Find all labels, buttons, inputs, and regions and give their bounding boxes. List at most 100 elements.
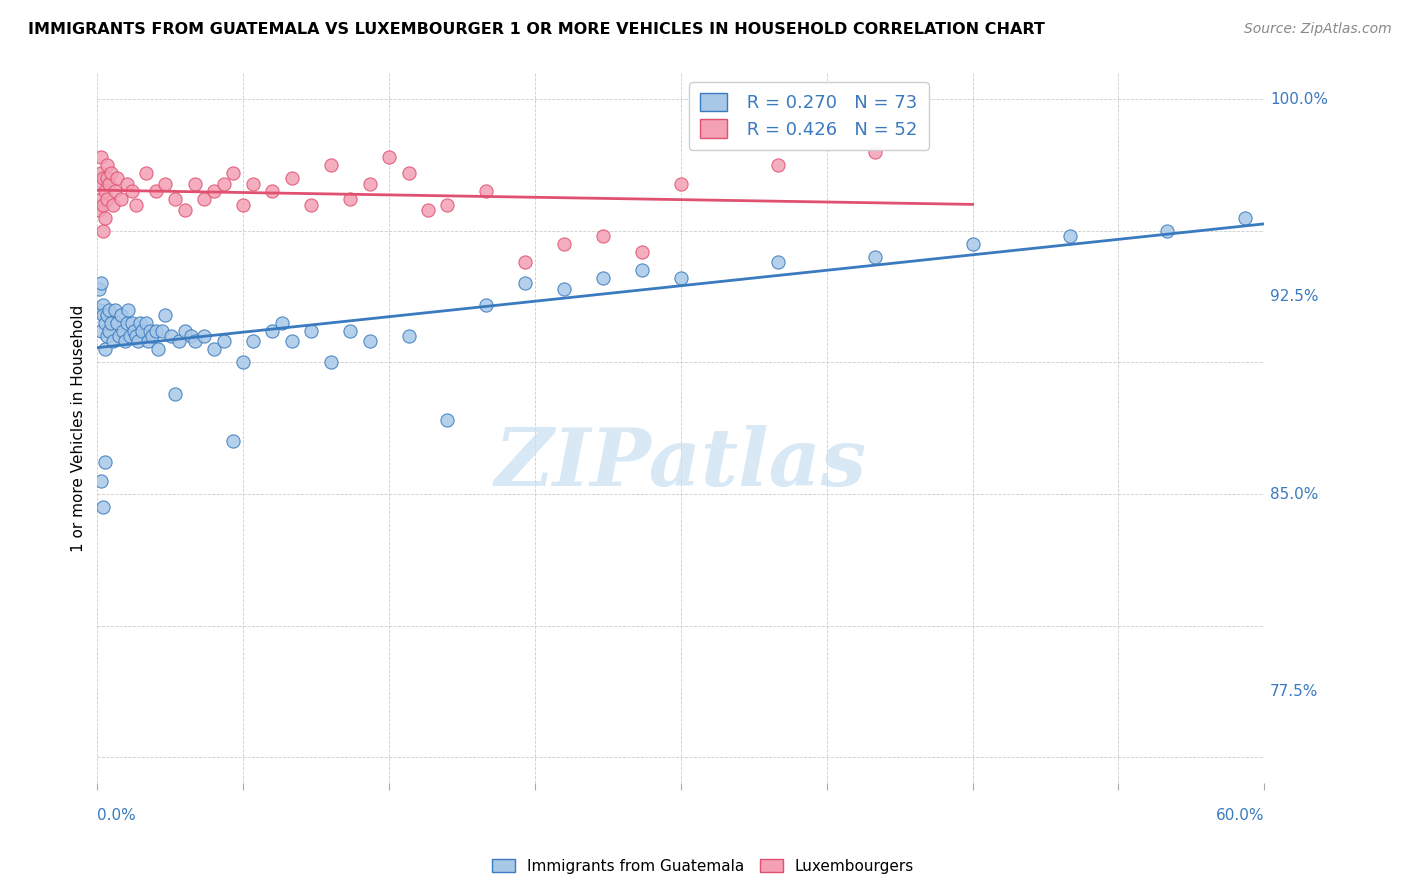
Point xyxy=(150,324,173,338)
Point xyxy=(100,166,122,180)
Point xyxy=(121,316,143,330)
Point xyxy=(90,166,112,180)
Point xyxy=(115,316,138,330)
Point xyxy=(135,166,157,180)
Text: 0.0%: 0.0% xyxy=(97,808,136,823)
Point xyxy=(242,334,264,349)
Point xyxy=(398,166,420,180)
Point xyxy=(193,192,215,206)
Text: 85.0%: 85.0% xyxy=(1270,486,1319,501)
Point xyxy=(107,329,129,343)
Point xyxy=(100,316,122,330)
Point xyxy=(183,177,205,191)
Point xyxy=(766,255,789,269)
Point xyxy=(193,329,215,343)
Point xyxy=(136,334,159,349)
Point xyxy=(319,158,342,172)
Point xyxy=(669,177,692,191)
Text: ZIPatlas: ZIPatlas xyxy=(495,425,868,502)
Point xyxy=(592,271,614,285)
Point xyxy=(114,334,136,349)
Point xyxy=(359,177,381,191)
Point xyxy=(96,171,118,186)
Point xyxy=(475,297,498,311)
Point xyxy=(105,316,128,330)
Legend: Immigrants from Guatemala, Luxembourgers: Immigrants from Guatemala, Luxembourgers xyxy=(486,853,920,880)
Point xyxy=(94,211,117,225)
Point xyxy=(222,434,245,449)
Point xyxy=(125,329,148,343)
Point xyxy=(202,185,225,199)
Point xyxy=(141,329,163,343)
Point xyxy=(96,192,118,206)
Point xyxy=(89,282,111,296)
Point xyxy=(89,202,111,217)
Point xyxy=(299,197,322,211)
Point xyxy=(475,185,498,199)
Text: 77.5%: 77.5% xyxy=(1270,684,1319,698)
Point xyxy=(180,329,202,343)
Y-axis label: 1 or more Vehicles in Household: 1 or more Vehicles in Household xyxy=(72,304,86,552)
Point xyxy=(96,329,118,343)
Point xyxy=(436,197,458,211)
Point xyxy=(91,224,114,238)
Point xyxy=(281,171,304,186)
Point xyxy=(135,316,157,330)
Point xyxy=(515,255,537,269)
Point xyxy=(104,185,127,199)
Point xyxy=(94,455,117,469)
Point xyxy=(91,197,114,211)
Point xyxy=(222,166,245,180)
Point xyxy=(669,271,692,285)
Point xyxy=(91,171,114,186)
Point xyxy=(165,192,187,206)
Point xyxy=(299,324,322,338)
Legend:  R = 0.270   N = 73,  R = 0.426   N = 52: R = 0.270 N = 73, R = 0.426 N = 52 xyxy=(689,82,928,150)
Point xyxy=(90,474,112,488)
Point xyxy=(242,177,264,191)
Point xyxy=(232,197,254,211)
Point xyxy=(145,185,167,199)
Point xyxy=(146,343,169,357)
Point xyxy=(160,329,183,343)
Point xyxy=(98,324,121,338)
Point xyxy=(631,244,654,259)
Point xyxy=(416,202,439,217)
Point xyxy=(127,334,149,349)
Point xyxy=(167,334,190,349)
Point xyxy=(129,316,152,330)
Point xyxy=(339,324,361,338)
Point xyxy=(125,197,148,211)
Point xyxy=(281,334,304,349)
Point xyxy=(865,145,887,159)
Point xyxy=(173,324,195,338)
Point xyxy=(515,277,537,291)
Point xyxy=(359,334,381,349)
Point xyxy=(117,302,139,317)
Point xyxy=(398,329,420,343)
Point xyxy=(262,185,284,199)
Point xyxy=(90,324,112,338)
Point xyxy=(96,158,118,172)
Point xyxy=(90,192,112,206)
Point xyxy=(553,237,575,252)
Point xyxy=(90,150,112,164)
Point xyxy=(101,334,124,349)
Point xyxy=(378,150,401,164)
Point xyxy=(104,302,127,317)
Point xyxy=(98,302,121,317)
Point xyxy=(1059,229,1081,244)
Point xyxy=(212,177,235,191)
Text: IMMIGRANTS FROM GUATEMALA VS LUXEMBOURGER 1 OR MORE VEHICLES IN HOUSEHOLD CORREL: IMMIGRANTS FROM GUATEMALA VS LUXEMBOURGE… xyxy=(28,22,1045,37)
Point xyxy=(89,177,111,191)
Point xyxy=(631,263,654,277)
Text: 100.0%: 100.0% xyxy=(1270,92,1329,107)
Text: 92.5%: 92.5% xyxy=(1270,289,1319,304)
Point xyxy=(553,282,575,296)
Point xyxy=(91,297,114,311)
Point xyxy=(212,334,235,349)
Point xyxy=(94,343,117,357)
Point xyxy=(94,185,117,199)
Point xyxy=(96,308,118,322)
Point xyxy=(139,324,162,338)
